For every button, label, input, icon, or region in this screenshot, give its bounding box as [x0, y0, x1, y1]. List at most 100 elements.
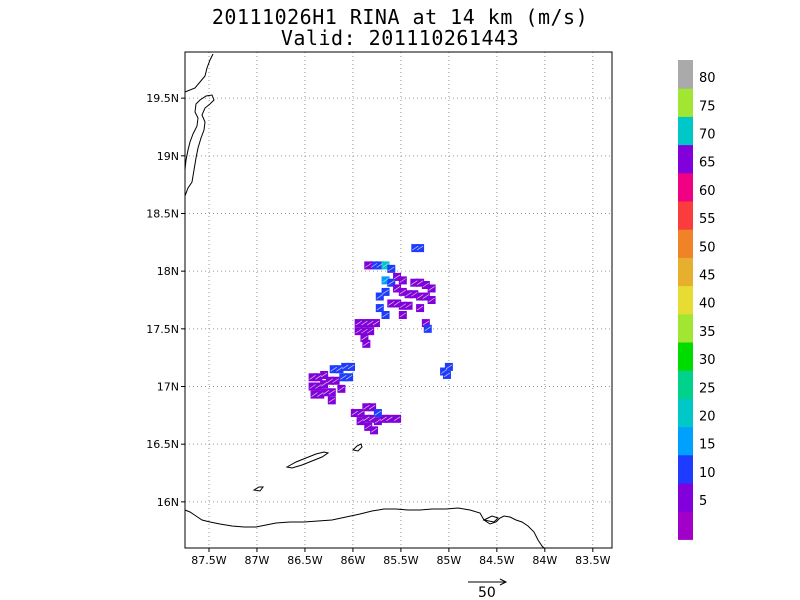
wind-vector: [416, 294, 424, 299]
wind-vector: [332, 378, 339, 384]
wind-vector: [399, 312, 407, 318]
coast-islet: [482, 515, 499, 523]
colorbar-swatch: [678, 88, 693, 117]
colorbar-label: 75: [699, 99, 716, 114]
wind-vector: [445, 364, 453, 370]
lon-tick-label: 86.5W: [287, 554, 322, 567]
wind-vector: [374, 410, 382, 416]
colorbar-label: 50: [699, 240, 716, 255]
colorbar-label: 55: [699, 212, 716, 227]
wind-vector: [422, 282, 430, 288]
wind-vector: [326, 378, 334, 384]
wind-vector: [330, 366, 337, 372]
wind-vector: [376, 263, 383, 268]
wind-vector: [382, 263, 389, 268]
wind-vector: [342, 364, 349, 370]
colorbar-swatch: [678, 144, 693, 174]
wind-vector: [374, 418, 382, 424]
wind-vector: [363, 341, 370, 347]
lon-tick-label: 83.5W: [575, 554, 610, 567]
wind-vector: [372, 320, 380, 326]
wind-vectors: [309, 245, 453, 433]
lat-tick-label: 17.5N: [146, 323, 179, 336]
utila-island: [252, 486, 264, 492]
wind-vector: [366, 328, 374, 334]
wind-vector: [340, 374, 347, 380]
lat-tick-label: 16N: [157, 496, 179, 509]
reference-vector-label: 50: [478, 585, 496, 600]
wind-vector: [368, 404, 376, 410]
wind-vector: [388, 301, 395, 306]
lat-tick-label: 18N: [157, 265, 179, 278]
wind-vector: [393, 274, 401, 280]
colorbar-label: 40: [699, 297, 716, 312]
wind-vector: [416, 280, 424, 285]
wind-vector: [368, 416, 376, 422]
wind-vector: [320, 372, 328, 378]
guanaja-island: [351, 443, 363, 452]
colorbar-swatch: [678, 511, 693, 540]
colorbar-legend: 5 10 15 20 25 30 35 40 45 50 55 60 65 70 75 80: [678, 60, 716, 540]
wind-vector: [311, 392, 318, 397]
lat-tick-label: 19N: [157, 150, 179, 163]
wind-vector: [361, 320, 368, 326]
wind-vector: [351, 410, 359, 416]
reference-vector-arrowhead: [499, 578, 508, 586]
lon-tick-label: 85.5W: [383, 554, 418, 567]
colorbar-swatch: [678, 454, 693, 484]
wind-vector: [422, 294, 430, 299]
wind-vector: [380, 416, 387, 422]
wind-vector: [315, 374, 322, 380]
wind-vector: [361, 328, 368, 334]
wind-vector: [347, 364, 355, 370]
colorbar-swatch: [678, 257, 693, 287]
colorbar-swatch: [678, 370, 693, 399]
wind-vector: [405, 303, 412, 309]
lon-tick-label: 87W: [245, 554, 270, 567]
colorbar-label: 45: [699, 269, 716, 284]
wind-vector: [365, 424, 372, 430]
wind-vector: [315, 384, 322, 389]
wind-vector: [416, 305, 424, 311]
wind-vector: [382, 278, 389, 283]
colorbar-swatch: [678, 483, 693, 512]
lon-tick-label: 85W: [436, 554, 461, 567]
colorbar-label: 65: [699, 156, 716, 171]
wind-vector: [382, 289, 389, 295]
wind-vector: [424, 326, 431, 332]
wind-vector: [422, 320, 430, 326]
colorbar-label: 35: [699, 325, 716, 340]
colorbar-swatch: [678, 342, 693, 371]
colorbar-label: 15: [699, 438, 716, 453]
colorbar-swatch: [678, 172, 693, 202]
wind-vector: [355, 320, 362, 326]
colorbar-label: 5: [699, 494, 707, 509]
honduras-coastline: [184, 507, 546, 550]
axis-tick-labels: 87.5W 87W 86.5W 86W 85.5W 85W 84.5W 84W 83.5W 16N…: [146, 92, 610, 567]
wind-vector: [440, 369, 448, 374]
lat-tick-label: 17N: [157, 381, 179, 394]
colorbar-label: 60: [699, 184, 716, 199]
wind-vector: [411, 280, 418, 285]
wind-vector: [412, 245, 419, 251]
wind-vector: [357, 410, 364, 416]
wind-vector: [361, 335, 368, 341]
reference-vector: 50: [468, 578, 508, 600]
wind-vector: [328, 389, 336, 395]
wind-vector: [405, 291, 412, 297]
wind-vector: [363, 416, 370, 422]
wind-vector: [355, 328, 362, 334]
map-frame: [184, 51, 613, 549]
colorbar-label: 25: [699, 381, 716, 396]
colorbar-swatch: [678, 398, 693, 428]
wind-vector: [322, 389, 330, 395]
wind-vector: [393, 301, 401, 306]
wind-vector: [338, 386, 345, 392]
colorbar-swatch: [678, 229, 693, 258]
wind-vector: [320, 381, 328, 387]
yucatan-coastline: [184, 53, 215, 197]
colorbar-label: 70: [699, 128, 716, 143]
wind-vector: [336, 366, 343, 372]
wind-vector: [382, 312, 389, 318]
